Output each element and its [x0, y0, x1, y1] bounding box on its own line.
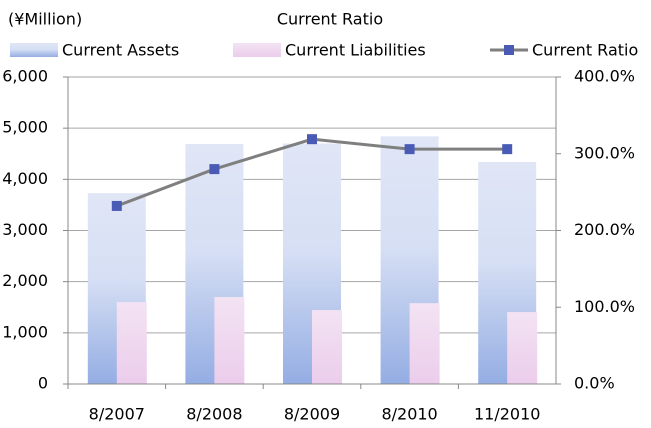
y-axis-title: (¥Million): [8, 10, 82, 29]
y2-tick-label: 100.0%: [574, 297, 635, 316]
chart-title: Current Ratio: [277, 10, 383, 29]
line-marker: [111, 200, 122, 211]
x-tick-label: 8/2009: [284, 405, 340, 424]
y-tick-label: 0: [38, 374, 48, 393]
bar: [312, 310, 342, 384]
bar: [507, 312, 538, 384]
line-marker: [209, 164, 220, 175]
x-tick-label: 8/2007: [89, 405, 145, 424]
bar: [214, 297, 245, 384]
legend-label: Current Liabilities: [285, 41, 426, 60]
x-tick-label: 8/2008: [186, 405, 242, 424]
x-tick-label: 8/2010: [381, 405, 437, 424]
y2-tick-label: 300.0%: [574, 143, 635, 162]
y2-tick-label: 400.0%: [574, 67, 635, 86]
bar: [116, 302, 147, 384]
y-tick-label: 4,000: [2, 169, 48, 188]
y-tick-label: 2,000: [2, 271, 48, 290]
line-marker: [404, 144, 415, 155]
legend-swatch: [10, 43, 58, 57]
y-tick-label: 5,000: [2, 118, 48, 137]
y2-tick-label: 0.0%: [574, 374, 615, 393]
x-tick-label: 11/2010: [474, 405, 540, 424]
legend-label: Current Assets: [62, 41, 179, 60]
legend-swatch: [233, 43, 281, 57]
y-tick-label: 3,000: [2, 220, 48, 239]
line-marker: [502, 144, 513, 155]
y-tick-label: 6,000: [2, 67, 48, 86]
legend-label: Current Ratio: [532, 41, 638, 60]
legend-marker: [504, 45, 514, 55]
y2-tick-label: 200.0%: [574, 220, 635, 239]
y-tick-label: 1,000: [2, 322, 48, 341]
bar: [409, 303, 440, 384]
line-marker: [307, 134, 317, 145]
